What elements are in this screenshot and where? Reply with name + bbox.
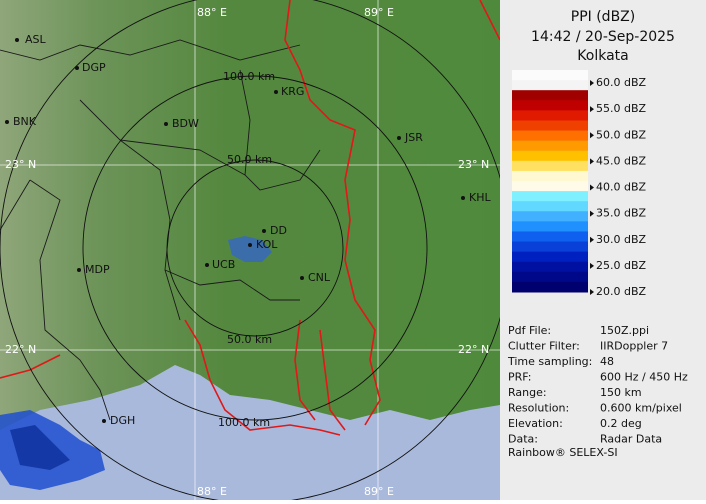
ring-label: 100.0 km [223, 70, 275, 83]
color-band [512, 80, 588, 91]
color-band [512, 110, 588, 121]
color-band [512, 100, 588, 111]
place-label: KRG [281, 85, 304, 98]
place-label: JSR [404, 131, 423, 144]
color-band [512, 221, 588, 232]
legend-tick [590, 158, 594, 165]
color-band [512, 150, 588, 162]
legend: 60.0 dBZ 55.0 dBZ 50.0 dBZ 45.0 dBZ 40.0 dBZ… [512, 70, 647, 298]
place-label: UCB [212, 258, 235, 271]
map: ASL DGP KRG BDW BNK JSR KHL DD KOL UCB M… [0, 0, 511, 504]
echo [10, 425, 70, 470]
ring-label: 50.0 km [227, 153, 272, 166]
grid-label: 22° N [458, 343, 489, 356]
color-band [512, 170, 588, 182]
place-label: BNK [13, 115, 37, 128]
info-value: 0.600 km/pixel [600, 402, 682, 415]
place-dots [5, 38, 465, 423]
legend-tick [590, 80, 594, 86]
sea [0, 365, 500, 500]
legend-label: 35.0 dBZ [596, 207, 647, 220]
place-label: DD [270, 224, 287, 237]
info-key: Time sampling: [507, 355, 592, 368]
info-value: 48 [600, 355, 614, 368]
graticule [0, 0, 500, 500]
color-band [512, 140, 588, 152]
legend-tick [590, 132, 594, 139]
info-key: Elevation: [508, 417, 563, 430]
info-table: Pdf File: 150Z.ppi Clutter Filter: IIRDoppl… [507, 324, 688, 446]
legend-label: 20.0 dBZ [596, 285, 647, 298]
info-key: PRF: [508, 371, 531, 384]
color-band [512, 261, 588, 273]
borders [0, 39, 321, 421]
legend-label: 50.0 dBZ [596, 128, 647, 141]
ring-label: 50.0 km [227, 333, 272, 346]
color-band [512, 281, 588, 293]
legend-label: 40.0 dBZ [596, 181, 647, 194]
place-label: KHL [469, 191, 491, 204]
ring-label: 100.0 km [218, 416, 270, 429]
place-label: DGH [110, 414, 135, 427]
legend-tick [590, 210, 594, 217]
color-band [512, 231, 588, 243]
info-value: 0.2 deg [600, 417, 642, 430]
color-band [512, 181, 588, 192]
boundaries [0, 0, 501, 436]
grid-label: 88° E [197, 485, 227, 498]
color-band [512, 70, 588, 81]
grid-label: 88° E [197, 6, 227, 19]
footer: Rainbow® SELEX-SI [508, 446, 618, 459]
title: PPI (dBZ) [571, 9, 635, 25]
echo [228, 236, 272, 262]
legend-tick [590, 262, 594, 269]
color-band [512, 160, 588, 172]
color-band [512, 90, 588, 101]
timestamp: 14:42 / 20-Sep-2025 [531, 29, 675, 45]
place-label: MDP [85, 263, 110, 276]
color-band [512, 271, 588, 283]
info-value: 150Z.ppi [600, 324, 649, 337]
place-label: ASL [25, 33, 47, 46]
legend-tick [590, 289, 594, 295]
legend-tick [590, 236, 594, 243]
color-band [512, 130, 588, 142]
grid-label: 23° N [458, 158, 489, 171]
legend-label: 30.0 dBZ [596, 233, 647, 246]
color-band [512, 251, 588, 263]
legend-label: 60.0 dBZ [596, 76, 647, 89]
legend-label: 45.0 dBZ [596, 154, 647, 167]
place-label: BDW [172, 117, 199, 130]
grid-label: 89° E [364, 6, 394, 19]
legend-label: 55.0 dBZ [596, 102, 647, 115]
info-value: Radar Data [600, 433, 662, 446]
color-band [512, 191, 588, 202]
color-band [512, 201, 588, 212]
grid-label: 23° N [5, 158, 36, 171]
color-band [512, 211, 588, 222]
legend-tick [590, 184, 594, 191]
info-key: Range: [508, 386, 547, 399]
info-value: 600 Hz / 450 Hz [600, 371, 688, 384]
site: Kolkata [577, 48, 628, 64]
info-key: Data: [508, 433, 538, 446]
place-label: KOL [256, 238, 278, 251]
place-label: DGP [82, 61, 106, 74]
grid-label: 89° E [364, 485, 394, 498]
legend-tick [590, 106, 594, 113]
info-key: Resolution: [508, 402, 569, 415]
color-band [512, 241, 588, 253]
color-band [512, 120, 588, 132]
info-value: IIRDoppler 7 [600, 340, 668, 353]
grid-label: 22° N [5, 343, 36, 356]
info-key: Pdf File: [508, 324, 551, 337]
place-label: CNL [308, 271, 331, 284]
info-key: Clutter Filter: [508, 340, 580, 353]
info-value: 150 km [600, 386, 642, 399]
legend-label: 25.0 dBZ [596, 259, 647, 272]
